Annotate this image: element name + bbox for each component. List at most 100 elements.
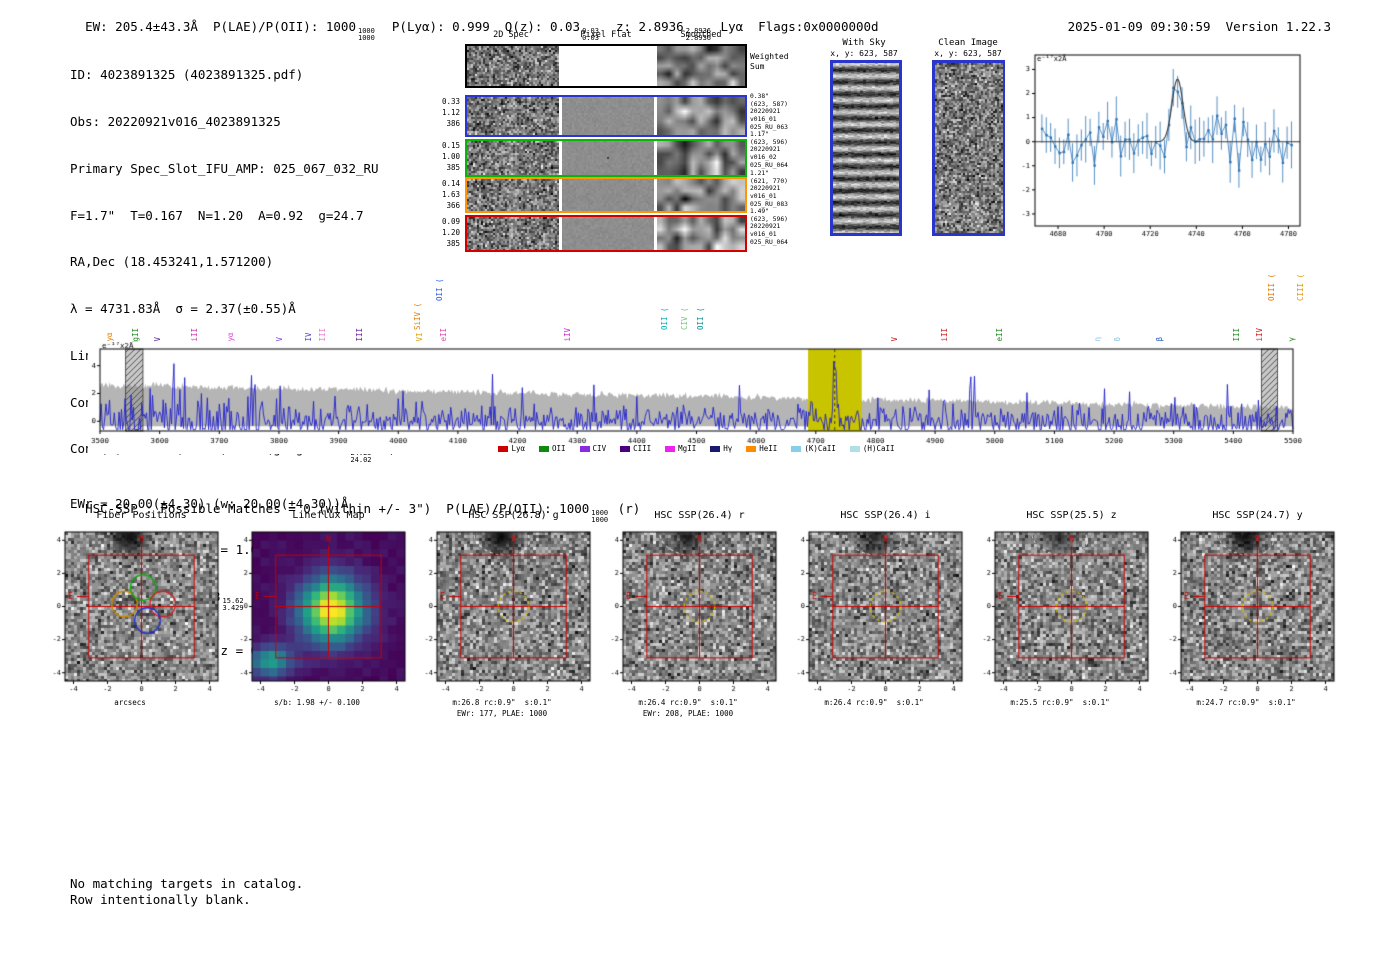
cutout-caption: arcsecs — [114, 698, 146, 707]
cutout-caption: m:24.7 rc:0.9" s:0.1" — [1196, 698, 1296, 707]
cutout-image — [35, 528, 225, 696]
cutout-caption: s/b: 1.98 +/- 0.100 — [274, 698, 360, 707]
cutout-title: HSC SSP(26.4) r — [654, 510, 745, 521]
legend-label: OII — [552, 444, 566, 453]
line-fit-plot — [1005, 48, 1310, 238]
legend-swatch — [498, 446, 509, 452]
report-header-line: EW: 205.4±43.3Å P(LAE)/P(OII): 1000 1000 1… — [70, 3, 879, 42]
cutout-panel: Fiber Positions arcsecs — [35, 510, 225, 707]
fiber-info-line: 025_RU_064 — [750, 161, 788, 169]
legend-item: (H)CaII — [849, 444, 895, 453]
cutout-panel: HSC SSP(24.7) y m:24.7 rc:0.9" s:0.1" — [1151, 510, 1341, 707]
info-seeing: F=1.7" T=0.167 N=1.20 A=0.92 g=24.7 — [70, 207, 364, 223]
legend-swatch — [579, 446, 590, 452]
fiber-info-line: v016_02 — [750, 154, 777, 162]
noise-value: 1.20 — [441, 228, 460, 237]
cutout-image — [1151, 528, 1341, 696]
cutout-panel: HSC SSP(26.8) g m:26.8 rc:0.9" s:0.1" EWr:… — [407, 510, 597, 718]
2d-spec-cutout — [467, 141, 559, 175]
2d-spec-cutout — [467, 179, 559, 211]
legend-label: Hγ — [723, 444, 733, 453]
header-plae-minmax: 1000 1000 — [358, 26, 375, 42]
emission-line-label: CIII ( — [1295, 273, 1305, 301]
footer-no-match: No matching targets in catalog. — [70, 876, 304, 891]
emission-line-label: OII ( — [435, 278, 444, 301]
clean-image-frame — [932, 60, 1006, 236]
fiber-info-line: 025_RU_063 — [750, 123, 788, 131]
with-sky-coords: x, y: 623, 587 — [830, 49, 898, 58]
cutout-image — [407, 528, 597, 696]
spec2d-row — [465, 177, 747, 213]
spec2d-header-2dspec: 2D Spec — [493, 30, 529, 40]
weight-value: 0.15 — [441, 141, 460, 150]
fiber-info-line: 0.38" — [750, 93, 769, 100]
legend-label: Lyα — [511, 444, 525, 453]
cutout-image — [779, 528, 969, 696]
fiber-info-line: 1.49" — [750, 208, 769, 215]
with-sky-frame — [830, 60, 902, 236]
pixel-flat-cutout — [562, 141, 654, 175]
cutout-title: HSC SSP(26.8) g — [468, 510, 559, 521]
legend-item: MgII — [665, 444, 696, 453]
pixel-flat-cutout — [562, 217, 654, 250]
spec2d-row-weights: 0.33 1.12 386 — [426, 96, 460, 129]
legend-swatch — [665, 446, 676, 452]
info-id: ID: 4023891325 (4023891325.pdf) — [70, 67, 304, 83]
cutout-caption: m:26.4 rc:0.9" s:0.1" — [638, 698, 738, 707]
cutout-title: HSC SSP(25.5) z — [1026, 510, 1117, 521]
legend-item: (K)CaII — [791, 444, 836, 453]
count-value: 385 — [446, 239, 460, 248]
timestamp: 2025-01-09 09:30:59 — [1067, 18, 1211, 34]
cutout-image — [222, 528, 412, 696]
legend-label: HeII — [759, 444, 778, 453]
footer-blank-row: Row intentionally blank. — [70, 891, 251, 907]
spec2d-row-weights: 0.15 1.00 385 — [426, 140, 460, 173]
spec2d-row-fiber-info: 1.21" (621, 770) 20220921 v016_01 025_RU_083 — [750, 170, 788, 209]
fiber-info-line: v016_01 — [750, 116, 777, 124]
hsc-plae-minmax: 1000 1000 — [591, 508, 609, 524]
emission-line-label: OIII ( — [1266, 273, 1276, 301]
fiber-info-line: 20220921 — [750, 108, 781, 116]
smoothed-cutout — [657, 217, 745, 250]
cutout-caption: m:26.8 rc:0.9" s:0.1" — [452, 698, 552, 707]
fiber-info-line: (623, 596) — [750, 138, 788, 146]
legend-item: Hγ — [710, 444, 732, 453]
noise-value: 1.00 — [441, 152, 460, 161]
legend-item: CIV — [579, 444, 606, 453]
legend-item: CIII — [620, 444, 651, 453]
spec2d-weighted-row — [465, 44, 747, 88]
clean-image-title: Clean Image — [938, 38, 998, 48]
legend-label: CIII — [633, 444, 652, 453]
cutout-title: Fiber Positions — [96, 510, 187, 521]
legend-item: Lyα — [498, 444, 525, 453]
spec2d-row — [465, 139, 747, 177]
legend-item: OII — [539, 444, 566, 453]
weight-value: 0.09 — [441, 217, 460, 226]
cutout-title: Lineflux Map — [292, 510, 365, 521]
spec2d-row-weights: 0.14 1.63 366 — [426, 178, 460, 211]
emission-line-label: OII ( — [660, 307, 670, 330]
cutout-caption: m:25.5 rc:0.9" s:0.1" — [1010, 698, 1110, 707]
spec2d-row — [465, 215, 747, 252]
fiber-info-line: 025_RU_083 — [750, 200, 788, 208]
info-obs: Obs: 20220921v016_4023891325 — [70, 113, 281, 129]
fiber-info-line: 1.17" — [750, 131, 769, 138]
cutout-panel: HSC SSP(26.4) i m:26.4 rc:0.9" s:0.1" — [779, 510, 969, 707]
timestamp-version: 2025-01-09 09:30:59 Version 1.22.3 — [1053, 3, 1331, 34]
emission-line-label: OII ( — [695, 307, 705, 330]
spec2d-header-smoothed: Smoothed — [680, 30, 722, 40]
legend-swatch — [620, 446, 631, 452]
cutout-image — [965, 528, 1155, 696]
cutout-image — [593, 528, 783, 696]
header-qz-minmax: 0.03 0.03 — [582, 26, 599, 42]
count-value: 366 — [446, 201, 460, 210]
header-class-flags: Lyα Flags:0x0000000d — [713, 18, 879, 34]
spectrum-legend: Lyα OII CIV CIII MgII Hγ HeII (K)CaII (H)CaII — [100, 444, 1293, 453]
2d-spec-cutout — [467, 217, 559, 250]
weighted-smoothed-image — [657, 46, 745, 86]
with-sky-title: With Sky — [842, 38, 886, 48]
full-spectrum-plot — [88, 342, 1308, 454]
pixel-flat-cutout — [562, 179, 654, 211]
version-label: Version 1.22.3 — [1210, 18, 1331, 34]
fiber-info-line: 1.21" — [750, 170, 769, 177]
